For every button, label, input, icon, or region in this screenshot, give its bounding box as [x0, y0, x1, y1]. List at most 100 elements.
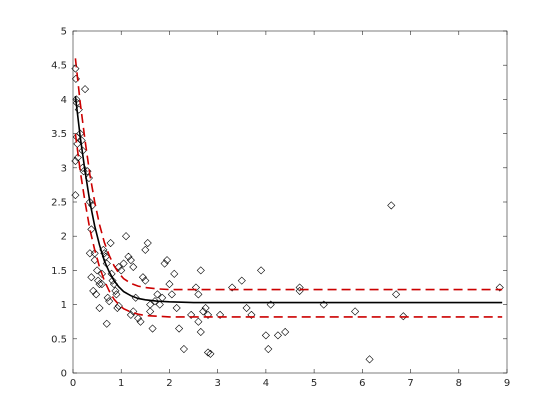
- data-point-diamond: [148, 324, 157, 333]
- data-point-diamond: [93, 266, 102, 275]
- series-layer: [71, 58, 504, 364]
- data-point-diamond: [261, 331, 270, 340]
- x-tick-label: 0: [70, 378, 76, 389]
- data-point-diamond: [97, 280, 106, 289]
- x-tick-label: 4: [263, 378, 269, 389]
- data-point-diamond: [102, 319, 111, 328]
- data-point-diamond: [136, 317, 145, 326]
- data-point-diamond: [175, 324, 184, 333]
- data-point-diamond: [129, 262, 138, 272]
- data-point-diamond: [187, 310, 196, 319]
- data-point-diamond: [203, 348, 213, 357]
- y-tick-label: 2: [61, 232, 67, 243]
- data-point-diamond: [141, 276, 150, 285]
- data-point-diamond: [103, 293, 112, 302]
- data-point-diamond: [73, 139, 82, 148]
- data-point-diamond: [167, 290, 176, 299]
- data-point-diamond: [87, 273, 96, 282]
- data-point-diamond: [119, 259, 128, 268]
- x-tick-label: 3: [214, 378, 220, 389]
- x-tick-label: 7: [407, 378, 413, 389]
- data-point-diamond: [114, 262, 123, 272]
- data-point-diamond: [134, 314, 143, 323]
- data-point-diamond: [94, 276, 103, 285]
- data-point-diamond: [247, 310, 256, 319]
- data-point-diamond: [81, 85, 90, 94]
- data-point-diamond: [351, 307, 360, 316]
- data-point-diamond: [97, 269, 106, 278]
- data-point-diamond: [191, 283, 200, 292]
- data-point-diamond: [172, 303, 181, 313]
- data-point-diamond: [196, 266, 205, 275]
- y-tick-label: 0.5: [51, 334, 67, 345]
- data-point-diamond: [106, 239, 115, 248]
- data-point-diamond: [122, 232, 131, 241]
- data-point-diamond: [79, 167, 88, 176]
- data-point-diamond: [105, 297, 114, 306]
- data-point-diamond: [126, 256, 135, 265]
- data-point-diamond: [203, 310, 213, 319]
- x-tick-label: 5: [311, 378, 317, 389]
- data-point-diamond: [108, 276, 117, 285]
- data-point-diamond: [257, 266, 266, 275]
- data-point-diamond: [196, 327, 205, 336]
- data-point-diamond: [141, 245, 150, 254]
- fit-line: [74, 95, 503, 304]
- plot-area: [73, 31, 507, 373]
- data-point-diamond: [281, 327, 290, 336]
- data-point-diamond: [95, 303, 104, 313]
- data-point-diamond: [124, 252, 133, 261]
- data-point-diamond: [111, 286, 120, 295]
- data-point-diamond: [160, 259, 169, 268]
- y-tick-label: 1: [61, 300, 67, 311]
- data-point-diamond: [201, 303, 210, 313]
- data-point-diamond: [264, 345, 273, 354]
- data-point-diamond: [89, 286, 98, 295]
- data-point-diamond: [112, 290, 121, 299]
- data-point-diamond: [206, 349, 215, 358]
- ticks: 0 1 2 3 4 5 6 7 8 9 0 0.5 1 1.5 2 2.5 3 3.5 4 4.5 5: [51, 27, 510, 390]
- data-point-diamond: [138, 273, 147, 282]
- y-tick-label: 5: [61, 27, 67, 38]
- data-point-diamond: [126, 310, 135, 319]
- data-point-diamond: [165, 280, 174, 289]
- y-tick-label: 4: [61, 95, 67, 106]
- data-point-diamond: [129, 307, 138, 316]
- data-point-diamond: [319, 300, 328, 309]
- data-point-diamond: [194, 290, 203, 299]
- data-point-diamond: [143, 239, 152, 248]
- data-point-diamond: [242, 303, 251, 313]
- data-point-diamond: [387, 201, 396, 210]
- data-point-diamond: [163, 256, 172, 265]
- data-point-diamond: [92, 290, 101, 299]
- x-tick-label: 9: [504, 378, 510, 389]
- data-point-diamond: [266, 300, 275, 309]
- data-point-diamond: [153, 290, 162, 299]
- data-point-diamond: [73, 153, 82, 162]
- data-point-diamond: [114, 301, 123, 310]
- upper-bound-line: [74, 58, 503, 291]
- data-point-diamond: [113, 303, 122, 313]
- data-point-diamond: [237, 276, 246, 285]
- data-point-diamond: [170, 269, 179, 278]
- data-point-diamond: [273, 331, 282, 340]
- data-point-diamond: [199, 307, 208, 316]
- data-point-diamond: [495, 283, 504, 292]
- x-tick-label: 2: [166, 378, 172, 389]
- data-point-diamond: [295, 283, 304, 292]
- y-tick-label: 4.5: [51, 61, 67, 72]
- data-point-diamond: [399, 312, 408, 321]
- data-point-diamond: [155, 300, 164, 309]
- data-point-diamond: [85, 249, 94, 258]
- x-tick-label: 1: [118, 378, 124, 389]
- y-tick-label: 0: [61, 369, 67, 380]
- data-point-diamond: [216, 310, 225, 319]
- data-point-diamond: [117, 266, 126, 275]
- x-tick-label: 8: [456, 378, 462, 389]
- y-tick-label: 1.5: [51, 266, 67, 277]
- data-point-diamond: [179, 345, 188, 354]
- data-point-diamond: [194, 317, 203, 326]
- x-tick-label: 6: [359, 378, 365, 389]
- data-point-diamond: [392, 290, 401, 299]
